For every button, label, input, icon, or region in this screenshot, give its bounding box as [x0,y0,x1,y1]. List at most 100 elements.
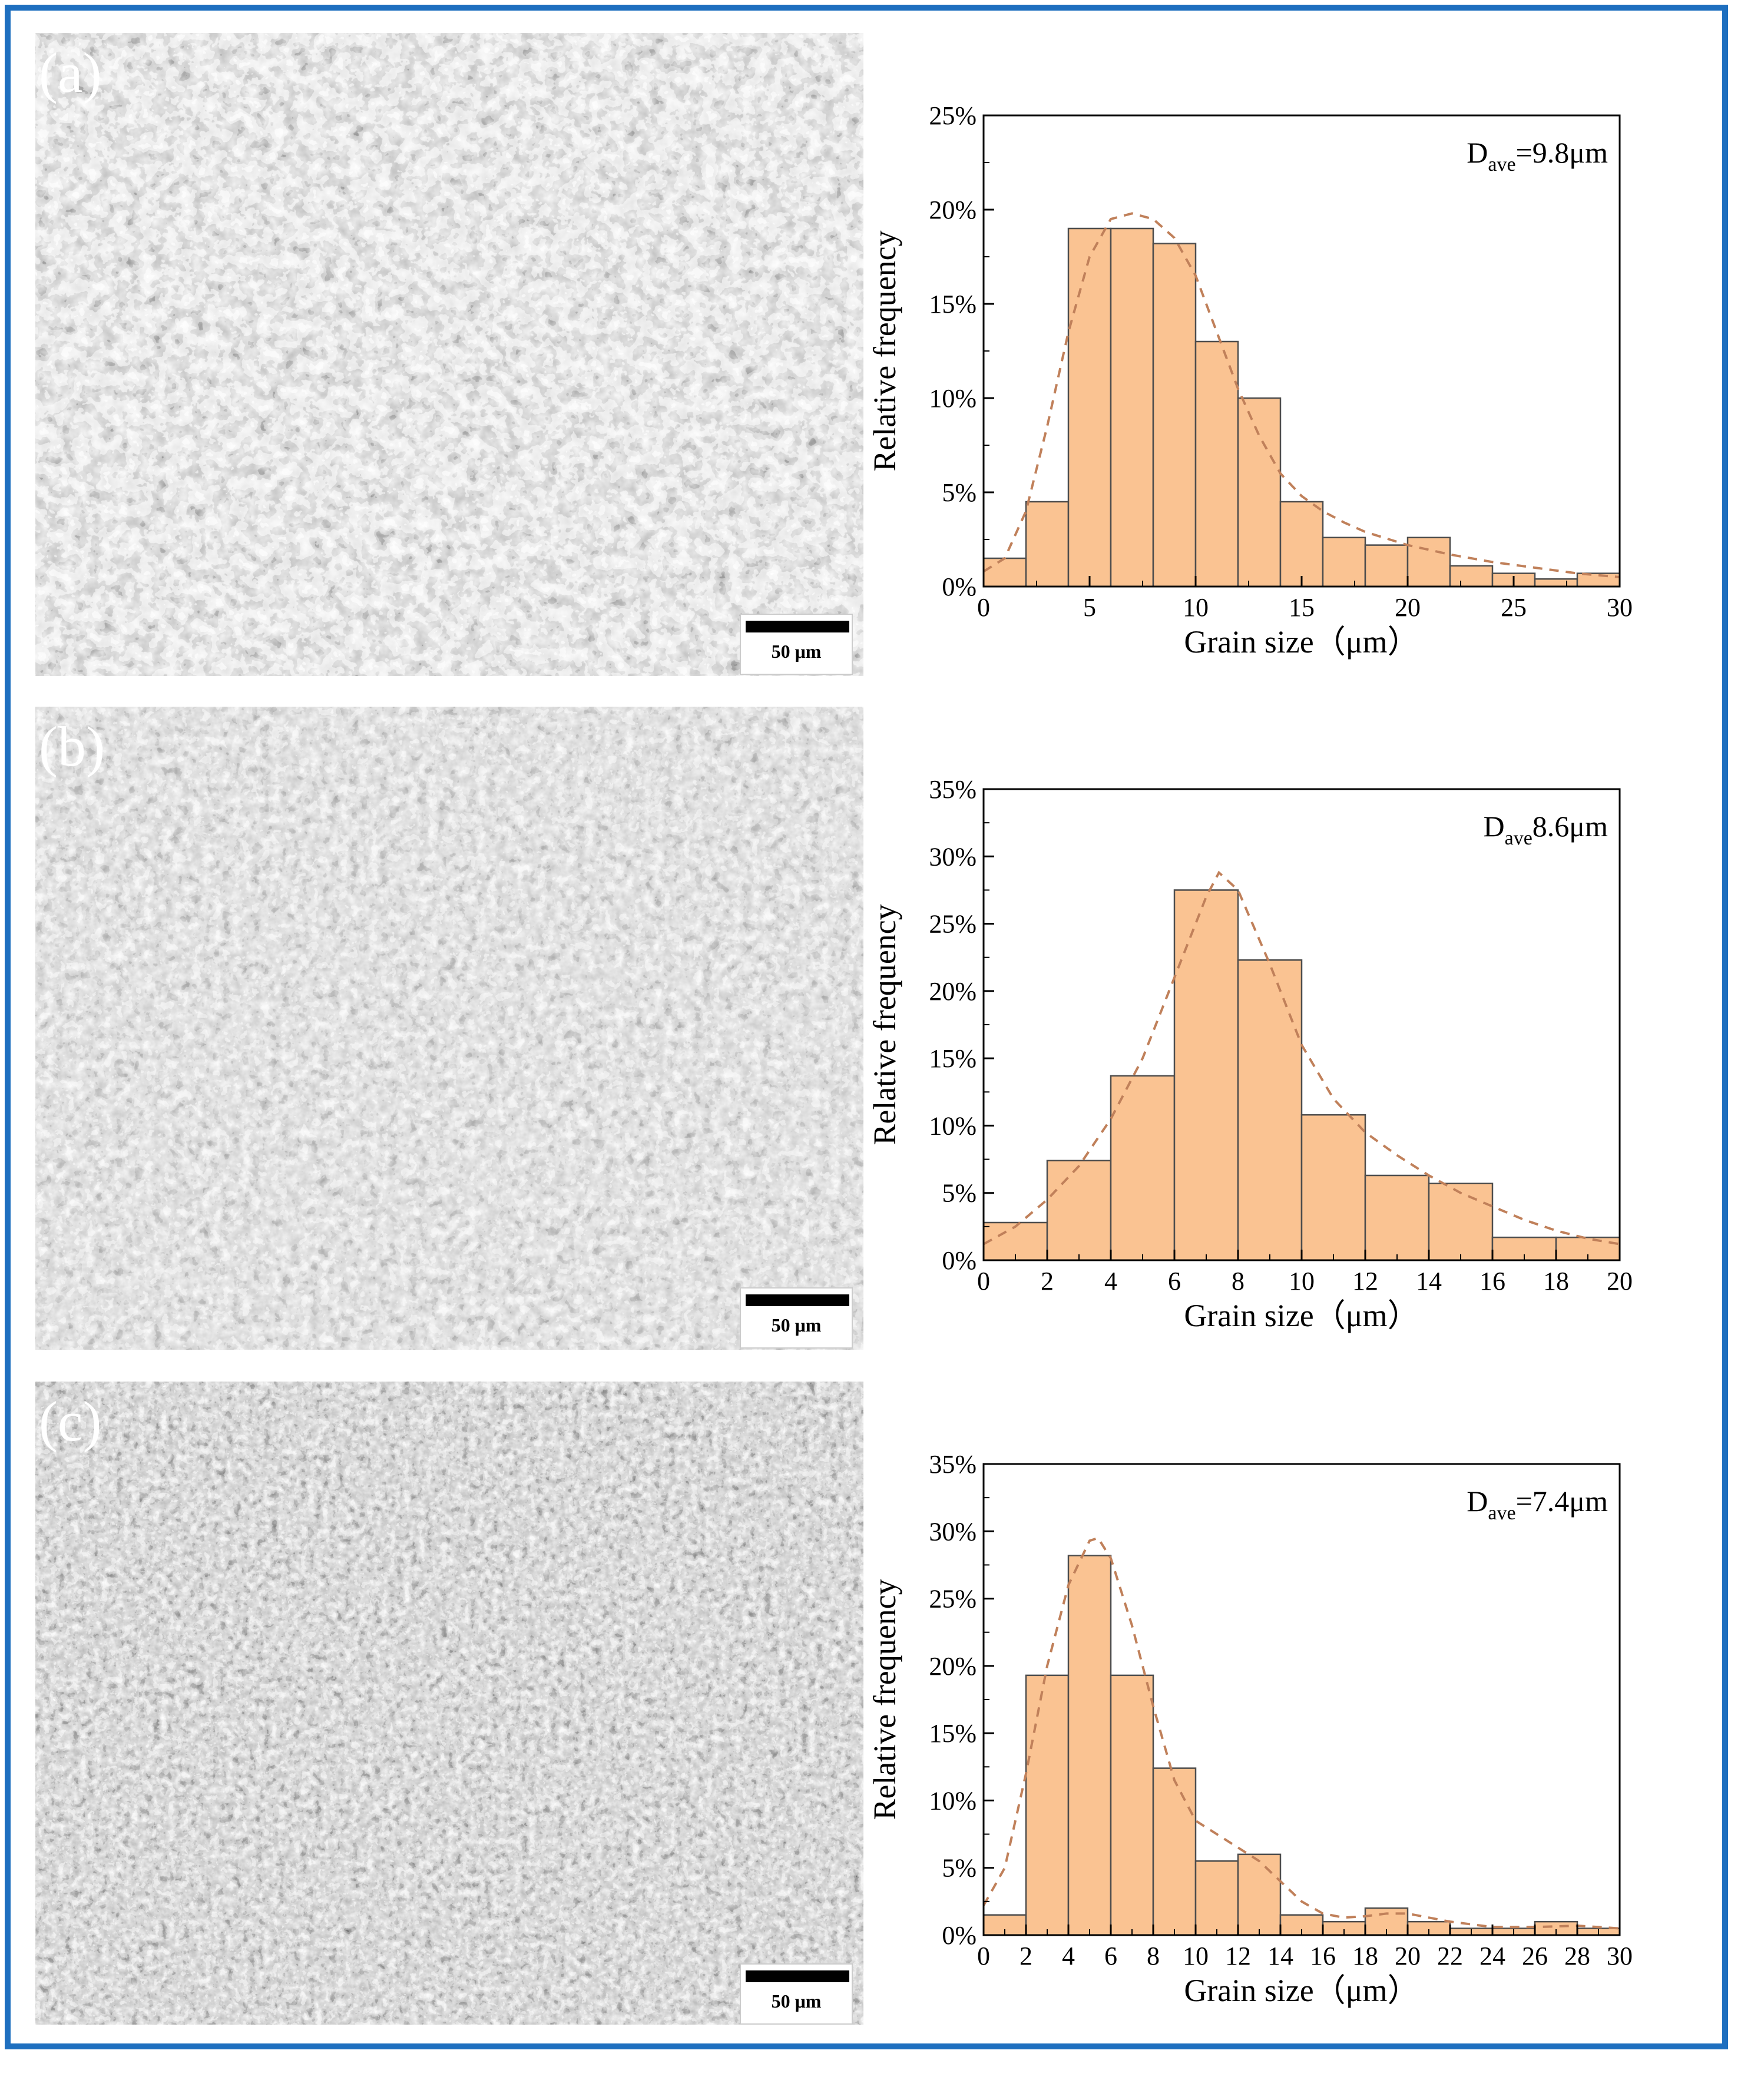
micrograph-c [35,1382,863,2025]
y-tick-label: 5% [942,1854,977,1883]
scale-bar-line [746,621,849,632]
histogram-bar [1300,1114,1366,1261]
x-tick-label: 4 [1062,1942,1075,1970]
histogram-bar [1046,1160,1112,1261]
histogram-bar [1025,501,1070,588]
scale-bar-line [746,1970,849,1982]
y-tick-label: 25% [929,1585,977,1614]
x-tick-label: 16 [1479,1267,1505,1296]
average-size-annotation: Dave=7.4μm [1467,1485,1608,1524]
y-tick-label: 0% [942,572,977,601]
histogram-bar [1194,340,1239,588]
panel-label-c: (c) [39,1390,102,1453]
y-axis-label: Relative frequency [872,904,902,1145]
y-tick-label: 15% [929,1719,977,1748]
histogram-bar [1237,1853,1282,1936]
histogram-bar [1428,1183,1494,1261]
scale-bar-b: 50 μm [740,1287,853,1349]
y-tick-label: 25% [929,101,977,130]
histogram-bar [1152,1767,1197,1936]
x-tick-label: 8 [1147,1942,1160,1970]
x-tick-label: 14 [1416,1267,1442,1296]
histogram-b: 0% 5% 10% 15% 20% 25% 30% 35% 0 2 4 6 8 10 12 14 16 18 20 G… [872,775,1633,1333]
histogram-bar [1237,397,1282,588]
y-tick-label: 0% [942,1246,977,1275]
fit-curve [982,1536,1620,1930]
y-axis-label: Relative frequency [872,1579,902,1820]
x-tick-label: 6 [1104,1942,1117,1970]
x-axis-label: Grain size（μm） [1184,1298,1419,1333]
scale-bar-a: 50 μm [740,614,853,675]
fit-curve [983,870,1620,1246]
y-tick-label: 30% [929,842,977,871]
x-tick-label: 6 [1168,1267,1181,1296]
x-tick-label: 0 [977,1942,990,1970]
x-tick-label: 30 [1607,593,1633,622]
x-tick-label: 18 [1352,1942,1378,1970]
histogram-c: 0%5%10%15%20%25%30%35%0 2 4 6 8 10 12 14 16 18 20 2… [872,1450,1633,2008]
x-tick-label: 10 [1183,593,1209,622]
x-tick-label: 14 [1267,1942,1293,1970]
y-axis-label: Relative frequency [872,230,902,471]
x-tick-label: 2 [1041,1267,1054,1296]
x-tick-label: 2 [1020,1942,1032,1970]
x-tick-label: 8 [1232,1267,1244,1296]
y-tick-label: 20% [929,196,977,224]
scale-bar-label: 50 μm [771,641,822,662]
x-tick-label: 16 [1310,1942,1336,1970]
x-tick-label: 0 [977,1267,990,1296]
histogram-bar [1067,1555,1112,1936]
y-tick-label: 10% [929,1786,977,1815]
x-tick-label: 10 [1183,1942,1209,1970]
x-tick-label: 20 [1607,1267,1633,1296]
x-tick-label: 20 [1395,593,1421,622]
histogram-bar [982,557,1027,588]
histogram-bar [1322,536,1366,588]
average-size-annotation: Dave=9.8μm [1467,136,1608,175]
y-tick-label: 15% [929,290,977,319]
x-tick-label: 4 [1104,1267,1117,1296]
y-tick-label: 5% [942,478,977,507]
histogram-a: 0% 5% 10% 15% 20% 25% 0 5 10 15 20 25 30 Grain size（μ… [872,101,1633,660]
x-tick-label: 24 [1479,1942,1505,1970]
histogram-bar [1449,565,1494,588]
histogram-bar [1110,1075,1176,1261]
y-tick-label: 10% [929,1111,977,1140]
x-axis-label: Grain size（μm） [1184,624,1419,660]
average-size-annotation: Dave8.6μm [1484,810,1608,849]
x-tick-label: 25 [1501,593,1527,622]
y-tick-label: 35% [929,1450,977,1479]
x-tick-label: 0 [977,593,990,622]
histogram-bar [1110,227,1154,588]
histogram-bar [1534,578,1578,588]
y-tick-label: 20% [929,1652,977,1681]
y-tick-label: 30% [929,1517,977,1546]
scale-bar-line [746,1294,849,1306]
x-tick-label: 18 [1543,1267,1569,1296]
histogram-bar [1194,1860,1239,1936]
x-tick-label: 10 [1289,1267,1315,1296]
y-tick-label: 35% [929,775,977,804]
y-tick-label: 15% [929,1044,977,1073]
figure-frame [5,5,1728,2049]
micrograph-a [35,33,863,676]
scale-bar-c: 50 μm [740,1963,853,2025]
histogram-bar [1279,501,1324,588]
y-tick-label: 10% [929,384,977,413]
x-tick-label: 28 [1564,1942,1590,1970]
panel-label-b: (b) [39,715,105,778]
x-tick-label: 15 [1289,593,1315,622]
x-tick-label: 26 [1522,1942,1548,1970]
histogram-bar [1110,1674,1154,1936]
x-tick-label: 12 [1352,1267,1378,1296]
x-tick-label: 20 [1395,1942,1421,1970]
histogram-bar [1173,889,1239,1261]
y-tick-label: 20% [929,977,977,1006]
histogram-bar [1067,227,1112,588]
panel-label-a: (a) [39,41,102,104]
x-tick-label: 30 [1607,1942,1633,1970]
micrograph-b [35,707,863,1350]
histogram-bar [1237,959,1303,1261]
histogram-bar [1364,1174,1430,1261]
x-tick-label: 22 [1437,1942,1463,1970]
